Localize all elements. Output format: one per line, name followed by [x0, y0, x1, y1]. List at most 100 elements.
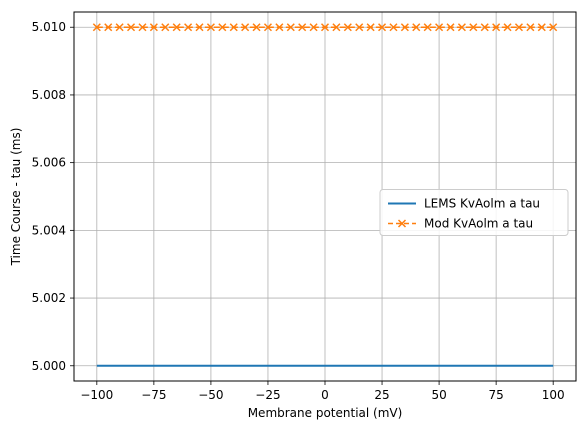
marker-stroke: [343, 23, 352, 32]
data-point-marker: [138, 23, 147, 32]
marker-stroke: [241, 23, 250, 32]
marker-stroke: [229, 23, 238, 32]
data-point-marker: [115, 23, 124, 32]
y-tick-label: 5.004: [32, 223, 66, 237]
legend-box: [379, 189, 569, 236]
data-point-marker: [457, 23, 466, 32]
data-point-marker: [195, 23, 204, 32]
data-point-marker: [127, 23, 136, 32]
y-tick-label: 5.002: [32, 291, 66, 305]
marker-stroke: [172, 23, 181, 32]
x-axis-label: Membrane potential (mV): [248, 406, 403, 420]
data-point-marker: [275, 23, 284, 32]
data-point-marker: [469, 23, 478, 32]
marker-stroke: [378, 23, 387, 32]
y-tick-label: 5.008: [32, 88, 66, 102]
data-point-marker: [412, 23, 421, 32]
data-point-marker: [241, 23, 250, 32]
data-point-marker: [378, 23, 387, 32]
data-point-marker: [526, 23, 535, 32]
marker-stroke: [355, 23, 364, 32]
x-tick-label: 75: [488, 388, 503, 402]
y-tick-label: 5.000: [32, 359, 66, 373]
marker-stroke: [115, 23, 124, 32]
data-point-marker: [218, 23, 227, 32]
marker-stroke: [366, 23, 375, 32]
data-point-marker: [435, 23, 444, 32]
marker-stroke: [161, 23, 170, 32]
marker-stroke: [514, 23, 523, 32]
marker-stroke: [446, 23, 455, 32]
data-point-marker: [400, 23, 409, 32]
marker-stroke: [320, 23, 330, 32]
marker-stroke: [218, 23, 227, 32]
data-point-marker: [514, 23, 523, 32]
marker-stroke: [104, 23, 113, 32]
marker-stroke: [309, 23, 318, 32]
legend-label-0: LEMS KvAolm a tau: [424, 197, 540, 211]
data-point-marker: [263, 23, 272, 32]
data-point-marker: [92, 23, 101, 32]
data-point-marker: [366, 23, 375, 32]
data-point-marker: [549, 23, 558, 32]
marker-stroke: [389, 23, 398, 32]
data-point-marker: [149, 23, 158, 32]
data-point-marker: [480, 23, 489, 32]
data-point-marker: [492, 23, 501, 32]
data-point-marker: [343, 23, 352, 32]
x-tick-label: 100: [542, 388, 565, 402]
x-tick-label: −25: [255, 388, 280, 402]
legend: LEMS KvAolm a tau Mod KvAolm a tau: [379, 189, 569, 236]
marker-stroke: [127, 23, 136, 32]
marker-stroke: [332, 23, 341, 32]
marker-stroke: [412, 23, 421, 32]
x-tick-label: 0: [321, 388, 329, 402]
marker-stroke: [298, 23, 307, 32]
marker-stroke: [435, 23, 444, 32]
x-tick-label: −75: [141, 388, 166, 402]
marker-stroke: [92, 23, 101, 32]
data-point-marker: [423, 23, 432, 32]
marker-stroke: [480, 23, 489, 32]
x-tick-label: 25: [374, 388, 389, 402]
marker-stroke: [184, 23, 193, 32]
y-tick-label: 5.010: [32, 20, 66, 34]
marker-stroke: [195, 23, 204, 32]
marker-stroke: [206, 23, 215, 32]
x-tick-label: 50: [431, 388, 446, 402]
marker-stroke: [503, 23, 512, 32]
data-point-marker: [503, 23, 512, 32]
x-tick-label: −100: [80, 388, 113, 402]
data-point-marker: [332, 23, 341, 32]
data-point-marker: [104, 23, 113, 32]
marker-stroke: [492, 23, 501, 32]
data-point-marker: [206, 23, 215, 32]
legend-label-1: Mod KvAolm a tau: [424, 217, 533, 231]
data-point-marker: [298, 23, 307, 32]
data-point-marker: [172, 23, 181, 32]
data-point-marker: [161, 23, 170, 32]
data-point-marker: [537, 23, 546, 32]
data-point-marker: [229, 23, 238, 32]
marker-stroke: [469, 23, 478, 32]
marker-stroke: [275, 23, 284, 32]
marker-stroke: [138, 23, 147, 32]
y-tick-label: 5.006: [32, 156, 66, 170]
data-point-marker: [309, 23, 318, 32]
marker-stroke: [549, 23, 558, 32]
data-point-marker: [184, 23, 193, 32]
data-point-marker: [286, 23, 295, 32]
marker-stroke: [537, 23, 546, 32]
data-point-marker: [320, 23, 330, 32]
marker-stroke: [252, 23, 261, 32]
data-point-marker: [355, 23, 364, 32]
x-tick-label: −50: [198, 388, 223, 402]
marker-stroke: [263, 23, 272, 32]
legend-marker: [397, 219, 407, 228]
data-point-marker: [446, 23, 455, 32]
marker-stroke: [286, 23, 295, 32]
marker-stroke: [457, 23, 466, 32]
marker-stroke: [400, 23, 409, 32]
marker-stroke: [149, 23, 158, 32]
